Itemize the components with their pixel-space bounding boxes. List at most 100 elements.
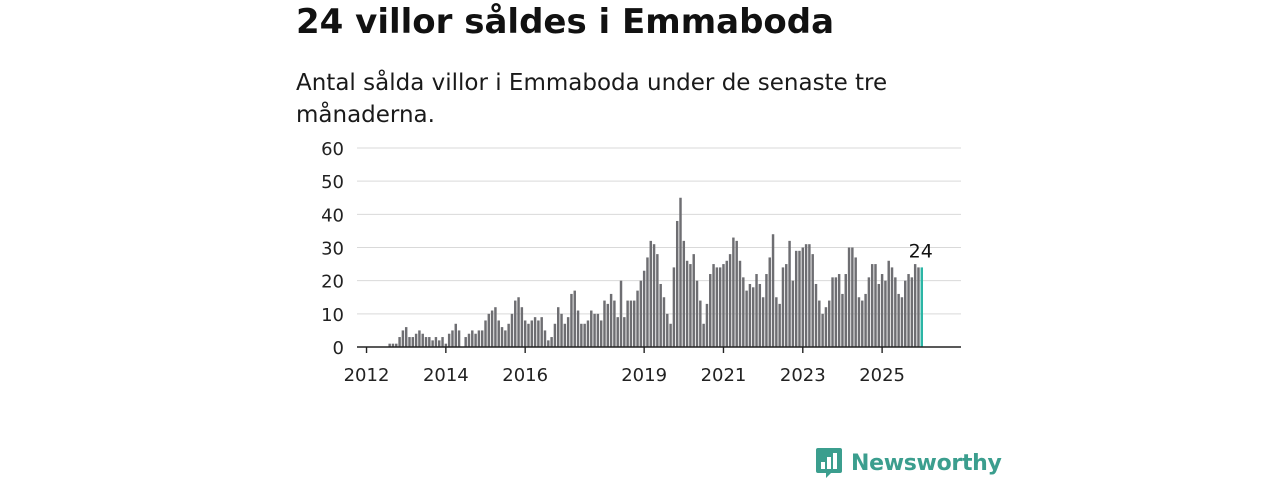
bar <box>682 240 686 347</box>
bar <box>633 300 636 347</box>
bar <box>854 257 857 347</box>
bar <box>666 313 669 347</box>
newsworthy-logo: Newsworthy <box>815 446 1002 480</box>
bar <box>765 274 768 347</box>
bar <box>636 290 639 347</box>
bar <box>913 264 917 347</box>
bar <box>768 257 771 347</box>
bar-series <box>388 197 923 347</box>
bar <box>715 267 719 347</box>
bar <box>791 280 795 347</box>
bar <box>821 313 824 347</box>
bar <box>484 320 487 347</box>
bar <box>656 254 659 347</box>
bar <box>675 220 679 347</box>
bar <box>887 260 890 347</box>
bar <box>414 333 418 347</box>
y-tick-label: 20 <box>321 272 344 293</box>
bar <box>781 267 785 347</box>
bar <box>553 323 557 347</box>
bar <box>847 247 851 347</box>
bar <box>785 264 788 347</box>
bar <box>702 323 705 347</box>
bar-chart-speech-bubble-icon <box>816 448 842 478</box>
bar <box>441 337 444 347</box>
x-tick-label: 2016 <box>502 365 548 386</box>
bar <box>596 313 600 347</box>
bar <box>523 320 527 347</box>
bar <box>699 300 702 347</box>
bar <box>500 327 504 347</box>
bar <box>510 313 514 347</box>
bar <box>679 197 682 347</box>
bar <box>504 330 507 347</box>
bar <box>514 300 517 347</box>
bar <box>560 313 563 347</box>
bar <box>570 293 573 347</box>
bar <box>662 297 666 347</box>
bar <box>917 267 920 347</box>
x-tick-label: 2012 <box>344 365 390 386</box>
bar <box>404 327 408 347</box>
bar <box>540 317 543 347</box>
bar <box>808 244 811 347</box>
bar <box>778 303 781 347</box>
bar <box>424 337 428 347</box>
bar <box>603 300 606 347</box>
bar <box>834 277 838 347</box>
bar <box>689 264 692 347</box>
bar <box>583 323 586 347</box>
grid-lines <box>357 147 961 315</box>
bar <box>557 307 560 347</box>
bar <box>894 277 897 347</box>
bar <box>537 320 540 347</box>
bar <box>464 337 467 347</box>
bar <box>646 257 649 347</box>
bar <box>861 300 864 347</box>
bar <box>507 323 510 347</box>
y-tick-label: 50 <box>321 172 344 193</box>
bar <box>831 277 834 347</box>
bar <box>732 237 735 347</box>
bar <box>709 274 712 347</box>
bar <box>563 323 567 347</box>
bar <box>874 264 877 347</box>
brand-name: Newsworthy <box>851 450 1002 476</box>
bar <box>844 274 847 347</box>
bar <box>814 283 818 347</box>
bar <box>573 290 576 347</box>
bar <box>467 333 471 347</box>
bar <box>431 340 434 347</box>
x-tick-label: 2014 <box>423 365 469 386</box>
bar <box>725 260 728 347</box>
bar <box>897 293 900 347</box>
bar <box>606 303 610 347</box>
bar <box>398 337 401 347</box>
bar <box>530 320 534 347</box>
bar <box>623 317 626 347</box>
bar <box>695 280 699 347</box>
y-tick-label: 30 <box>321 239 344 260</box>
x-tick-label: 2023 <box>780 365 826 386</box>
bar <box>904 280 907 347</box>
bar <box>828 300 831 347</box>
bar <box>890 267 894 347</box>
latest-value-label: 24 <box>909 240 933 262</box>
bar <box>748 283 752 347</box>
bar <box>451 330 454 347</box>
bar <box>755 274 758 347</box>
bar <box>566 317 570 347</box>
bar <box>751 287 755 347</box>
chart-title: 24 villor såldes i Emmaboda <box>296 2 835 42</box>
bar <box>642 270 646 347</box>
bar <box>411 337 415 347</box>
bar <box>685 260 689 347</box>
bar <box>798 250 801 347</box>
bar <box>401 330 405 347</box>
bar <box>550 337 553 347</box>
bar <box>434 337 438 347</box>
bar <box>870 264 874 347</box>
bar <box>533 317 537 347</box>
bar <box>391 343 395 347</box>
bar <box>758 283 762 347</box>
